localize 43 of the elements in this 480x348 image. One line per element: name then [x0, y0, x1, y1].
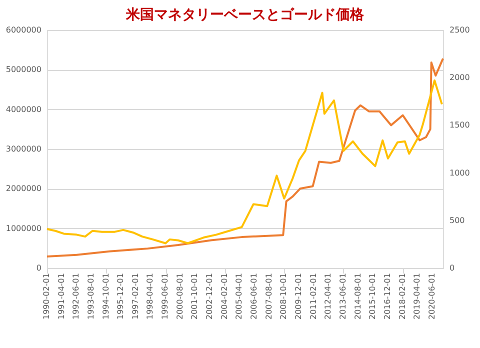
x-tick-label: 2005-04-01 — [234, 273, 244, 320]
x-tick-label: 2012-04-01 — [324, 273, 333, 320]
y2-tick-label: 2000 — [450, 73, 470, 82]
x-tick-label: 2007-08-01 — [264, 273, 274, 320]
x-tick-label: 1993-08-01 — [86, 273, 96, 320]
x-tick-label: 1997-02-01 — [130, 273, 140, 320]
x-tick-label: 2011-02-01 — [308, 273, 318, 320]
x-tick-label: 1992-06-01 — [72, 273, 81, 320]
y-tick-label: 6000000 — [6, 26, 42, 34]
y-tick-label: 0 — [36, 264, 42, 272]
y-tick-label: 5000000 — [6, 65, 42, 74]
x-tick-label: 1991-04-01 — [56, 273, 66, 320]
x-tick-label: 2001-10-01 — [190, 273, 200, 320]
y2-tick-label: 0 — [450, 264, 455, 272]
x-tick-label: 2006-06-01 — [250, 273, 258, 320]
x-tick-label: 2002-12-01 — [205, 273, 214, 320]
x-tick-label: 1999-06-01 — [160, 273, 170, 320]
x-tick-label: 2000-08-01 — [175, 273, 184, 320]
x-tick-label: 2013-06-01 — [338, 273, 348, 320]
x-tick-label: 1998-04-01 — [146, 273, 155, 320]
y-tick-label: 1000000 — [6, 224, 42, 233]
y2-tick-label: 1500 — [450, 120, 470, 130]
y2-tick-label: 2500 — [450, 26, 470, 34]
x-tick-label: 2020-06-01 — [427, 273, 436, 320]
y-tick-label: 2000000 — [6, 184, 42, 194]
x-tick-label: 2018-02-01 — [398, 273, 407, 320]
y-tick-label: 3000000 — [6, 144, 42, 154]
x-tick-label: 1994-10-01 — [101, 273, 110, 320]
x-tick-label: 1990-02-01 — [42, 273, 51, 320]
x-tick-label: 2016-12-01 — [382, 273, 392, 320]
x-tick-label: 1995-12-01 — [116, 273, 126, 320]
x-tick-label: 2014-08-01 — [353, 273, 362, 320]
x-tick-label: 2009-12-01 — [294, 273, 303, 320]
y-tick-label: 4000000 — [6, 104, 42, 114]
x-tick-label: 2019-04-01 — [412, 273, 422, 320]
line-series — [46, 58, 444, 258]
x-tick-label: 2004-02-01 — [220, 273, 229, 320]
y2-tick-label: 1000 — [450, 168, 470, 178]
x-tick-label: 2008-10-01 — [279, 273, 288, 320]
x-tick-label: 2015-10-01 — [368, 273, 378, 320]
y2-tick-label: 500 — [450, 216, 465, 225]
line-series — [46, 79, 443, 244]
chart-title: 米国マネタリーベースとゴールド価格 — [125, 7, 365, 23]
